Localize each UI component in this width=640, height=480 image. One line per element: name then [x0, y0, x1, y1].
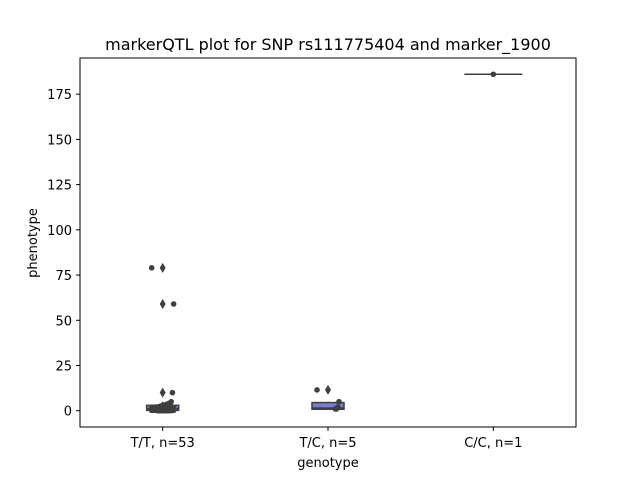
y-tick-label: 100	[47, 224, 72, 239]
data-point	[154, 407, 161, 414]
data-point	[170, 301, 177, 307]
y-axis: 0 25 50 75 100 125 150 175	[47, 88, 80, 420]
y-tick-label: 0	[64, 405, 72, 420]
outlier-marker	[159, 262, 166, 273]
box	[311, 401, 345, 411]
outlier-marker	[159, 387, 166, 398]
data-point	[336, 398, 342, 405]
x-tick-label: T/C, n=5	[298, 436, 356, 451]
outlier-marker	[325, 384, 331, 395]
y-axis-title: phenotype	[26, 208, 41, 278]
x-tick-label: T/T, n=53	[130, 436, 195, 451]
chart-title: markerQTL plot for SNP rs111775404 and m…	[105, 35, 551, 55]
y-tick-label: 175	[47, 88, 72, 103]
y-tick-label: 75	[55, 269, 72, 284]
outlier-marker	[159, 299, 166, 309]
x-axis: T/T, n=53 T/C, n=5 C/C, n=1	[130, 427, 522, 451]
data-point	[490, 71, 497, 78]
data-point	[148, 407, 155, 414]
data-point	[332, 406, 339, 412]
y-tick-label: 125	[47, 179, 72, 194]
y-tick-label: 150	[47, 133, 72, 148]
y-tick-label: 50	[55, 314, 72, 329]
data-point	[148, 265, 155, 271]
plot-area	[145, 71, 523, 414]
y-tick-label: 25	[55, 360, 72, 375]
x-tick-label: C/C, n=1	[464, 436, 522, 451]
x-axis-title: genotype	[297, 456, 358, 471]
data-point	[314, 387, 320, 393]
data-point	[169, 389, 176, 396]
